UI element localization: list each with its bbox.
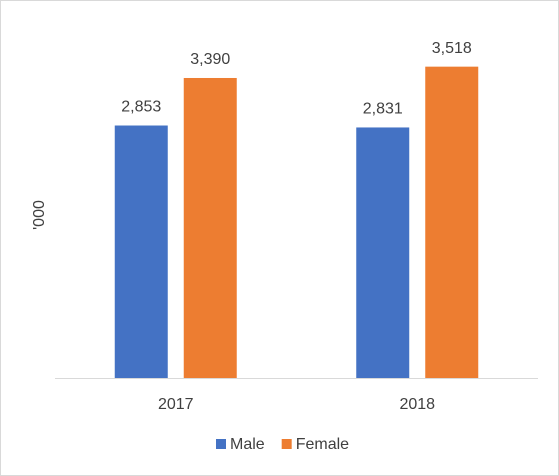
y-axis-label: '000 bbox=[31, 200, 48, 230]
x-tick-label: 2018 bbox=[399, 396, 435, 413]
bar bbox=[183, 77, 237, 379]
legend-swatch bbox=[216, 439, 226, 449]
legend-label: Female bbox=[296, 436, 349, 453]
bar bbox=[114, 125, 168, 379]
data-label: 2,831 bbox=[363, 101, 403, 118]
legend-label: Male bbox=[230, 436, 265, 453]
data-label: 3,518 bbox=[432, 40, 472, 57]
data-label: 2,853 bbox=[121, 99, 161, 116]
data-label: 3,390 bbox=[190, 51, 230, 68]
bar bbox=[356, 127, 410, 378]
legend-swatch bbox=[281, 439, 292, 449]
bar bbox=[425, 66, 479, 379]
x-tick-label: 2017 bbox=[158, 396, 194, 413]
